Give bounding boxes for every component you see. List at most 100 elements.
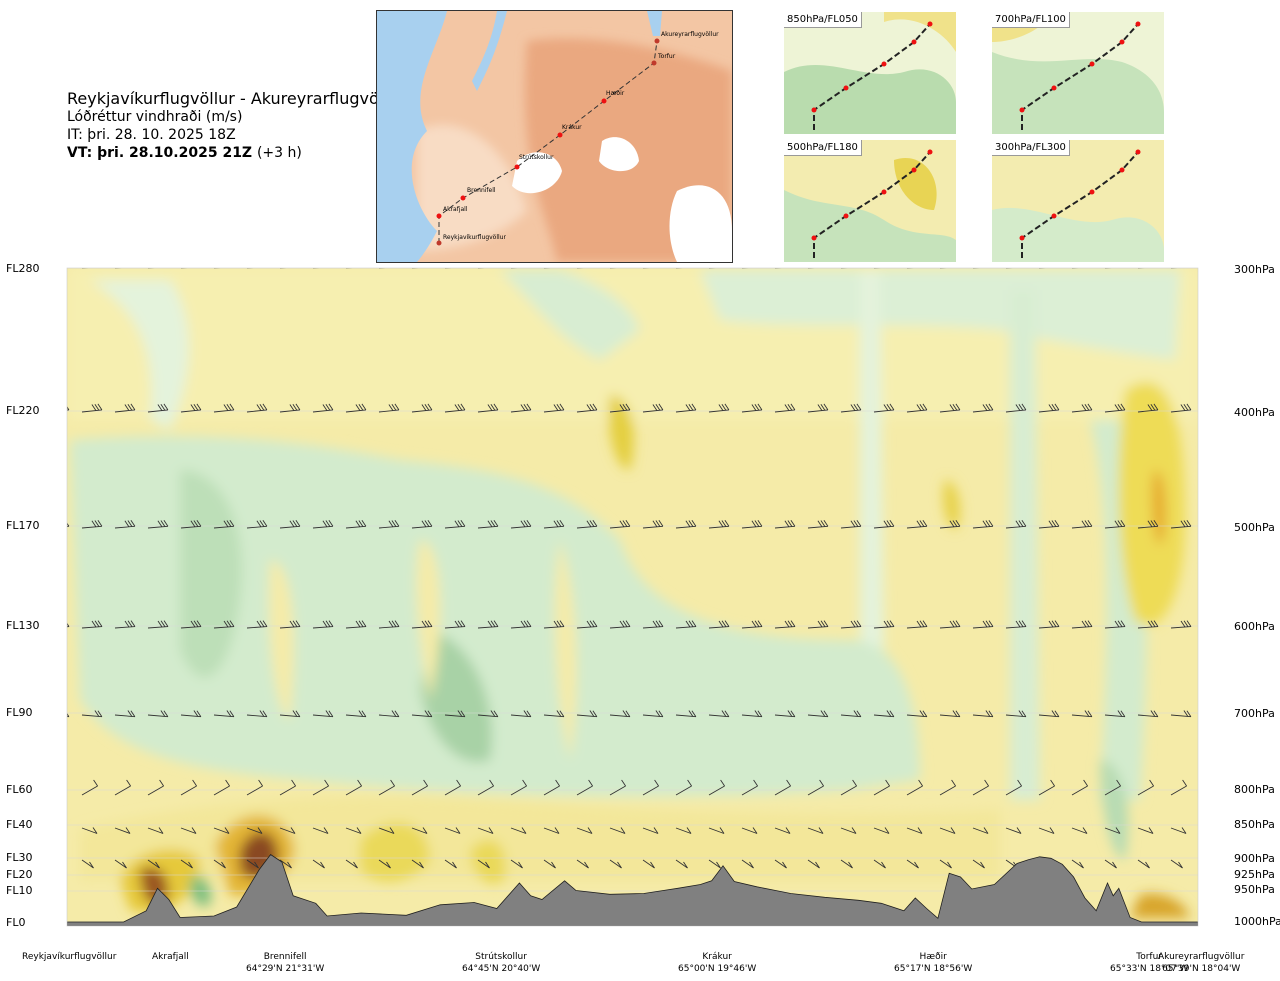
mini-map-green xyxy=(784,190,956,262)
fl-label-130: FL130 xyxy=(6,619,40,632)
mini-map-label: 700hPa/FL100 xyxy=(992,12,1070,28)
wind-barb xyxy=(444,520,466,529)
wind-barb xyxy=(1005,620,1027,629)
wind-barb xyxy=(411,403,433,413)
route-map[interactable]: Akureyrarflugvöllur Torfur Hæðir Krákur … xyxy=(376,10,733,263)
pressure-label-950: 950hPa xyxy=(1234,883,1275,896)
wind-barb xyxy=(742,268,749,269)
wind-barb xyxy=(214,268,221,269)
title-block: Reykjavíkurflugvöllur - Akureyrarflugvöl… xyxy=(67,90,404,162)
wind-barb xyxy=(345,710,367,718)
wind-barb xyxy=(609,620,631,629)
mini-map-500[interactable]: 500hPa/FL180 xyxy=(784,140,956,262)
location-torfur: Torfur 65°33'N 18°07'W xyxy=(1110,951,1188,975)
wind-barb xyxy=(345,520,367,529)
wind-barb xyxy=(246,403,268,413)
wind-barb xyxy=(708,710,730,718)
wind-barb xyxy=(1170,710,1192,718)
wind-barb xyxy=(312,620,334,629)
wind-barb xyxy=(1170,859,1183,869)
wind-barb xyxy=(543,779,560,796)
field-yellow-stripe-2 xyxy=(416,540,441,700)
wind-barb xyxy=(1170,827,1187,834)
location-akrafjall: Akrafjall xyxy=(152,951,189,963)
wind-barb xyxy=(675,620,697,629)
wind-barb xyxy=(609,403,631,413)
mini-map-850[interactable]: 850hPa/FL050 xyxy=(784,12,956,134)
map-marker-strutskollur xyxy=(514,164,520,170)
wind-barb xyxy=(279,779,296,796)
field-yellow-low-band xyxy=(80,796,1000,880)
wind-barb xyxy=(1170,620,1192,629)
wind-barb xyxy=(840,710,862,718)
wind-barb xyxy=(939,779,956,796)
wind-barb xyxy=(840,620,862,629)
wind-barb xyxy=(741,779,758,796)
map-fjord xyxy=(472,11,507,91)
wind-barb xyxy=(444,859,457,869)
mini-map-300[interactable]: 300hPa/FL300 xyxy=(992,140,1164,262)
map-marker-krakur xyxy=(557,132,563,138)
wind-barb xyxy=(708,620,730,629)
wind-barb xyxy=(147,779,164,796)
mini-map-yellow xyxy=(894,158,937,210)
wind-barb xyxy=(444,403,466,413)
location-name: Krákur xyxy=(702,952,732,962)
wind-barb xyxy=(807,710,829,718)
wind-barb xyxy=(609,779,626,796)
pressure-label-1000: 1000hPa xyxy=(1234,915,1280,928)
fl-label-0: FL0 xyxy=(6,916,26,929)
wind-barb xyxy=(279,827,296,834)
wind-barb xyxy=(411,520,433,529)
wind-barb xyxy=(180,779,197,796)
wind-barb xyxy=(115,268,122,269)
wind-barb xyxy=(906,779,923,796)
wind-barb xyxy=(114,520,136,529)
wind-barb xyxy=(576,859,589,869)
wind-barb xyxy=(510,710,532,718)
mini-map-700[interactable]: 700hPa/FL100 xyxy=(992,12,1164,134)
wind-barb xyxy=(411,827,428,834)
field-yellow-low-strong-3 xyxy=(360,822,430,882)
field-green-right-low xyxy=(1100,760,1129,860)
wind-barb xyxy=(774,859,787,869)
wind-barb xyxy=(774,403,796,413)
wind-barb xyxy=(939,403,961,413)
wind-barb xyxy=(67,622,70,628)
wind-barb xyxy=(972,779,989,796)
mini-map-label: 300hPa/FL300 xyxy=(992,140,1070,156)
pressure-label-700: 700hPa xyxy=(1234,707,1275,720)
map-glacier-1 xyxy=(512,152,562,194)
wind-barb xyxy=(972,520,994,529)
wind-barb xyxy=(675,710,697,718)
wind-barb xyxy=(939,520,961,529)
wind-barb xyxy=(346,268,353,269)
wind-barb xyxy=(114,620,136,629)
wind-barb xyxy=(642,620,664,629)
wind-barb xyxy=(148,268,155,269)
wind-barb xyxy=(873,403,895,413)
wind-barb xyxy=(477,859,490,869)
wind-barb xyxy=(246,710,268,718)
wind-barb xyxy=(906,710,928,718)
map-glacier-2 xyxy=(599,137,639,172)
wind-barb xyxy=(345,620,367,629)
wind-barb xyxy=(939,620,961,629)
wind-barb xyxy=(576,520,598,529)
wind-barb xyxy=(873,779,890,796)
wind-barb xyxy=(510,403,532,413)
wind-barb xyxy=(147,859,160,869)
wind-barb xyxy=(807,859,820,869)
location-haedir: Hæðir 65°17'N 18°56'W xyxy=(894,951,972,975)
wind-barb xyxy=(642,859,655,869)
wind-barb xyxy=(114,403,136,413)
field-yellow-stripe-3 xyxy=(554,540,577,760)
wind-barb xyxy=(906,403,928,413)
valid-time: VT: þri. 28.10.2025 21Z (+3 h) xyxy=(67,144,404,162)
wind-barb xyxy=(972,827,989,834)
wind-barb xyxy=(180,859,193,869)
wind-barb xyxy=(1104,620,1126,629)
mini-map-green xyxy=(992,207,1164,262)
wind-barb xyxy=(642,710,664,718)
wind-barb xyxy=(312,859,325,869)
